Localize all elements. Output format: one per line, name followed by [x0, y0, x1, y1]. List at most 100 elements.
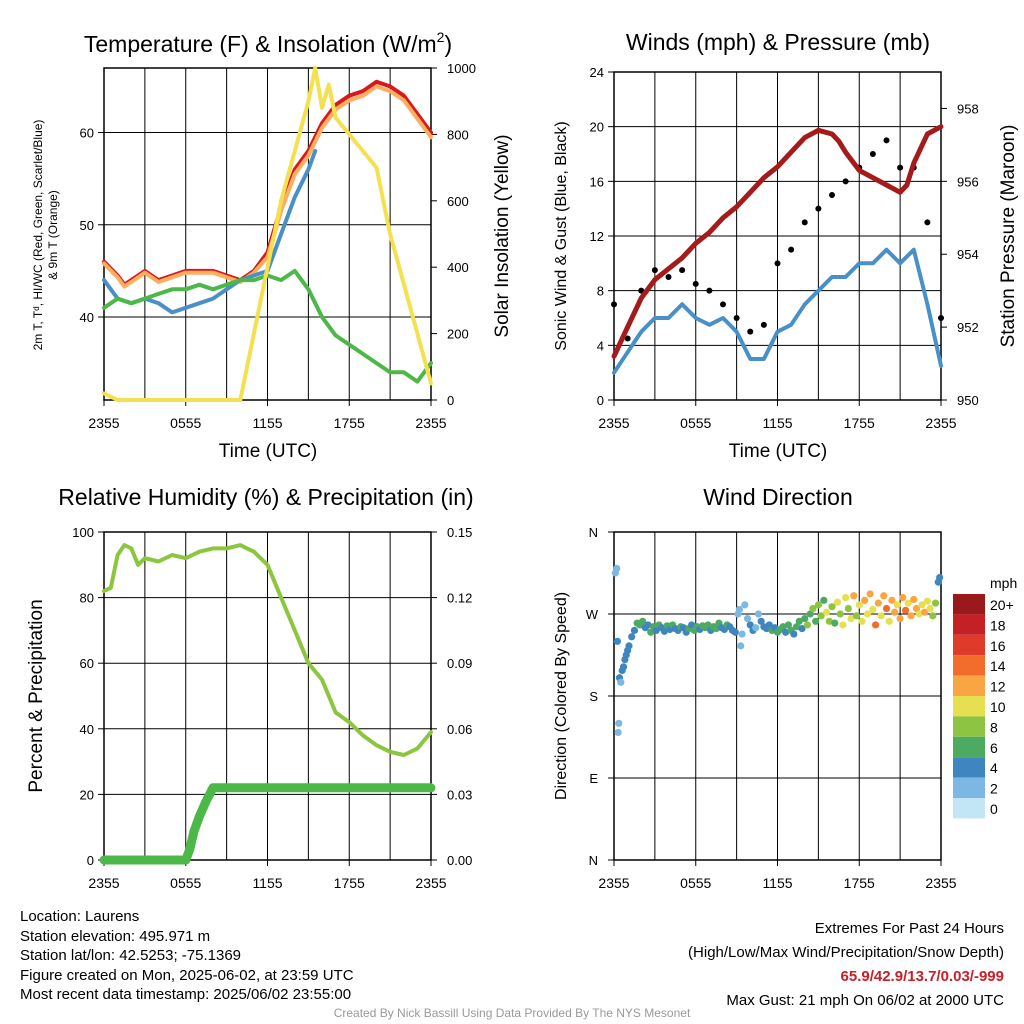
direction-point: [779, 623, 787, 631]
y-right-tick-label: 600: [447, 194, 469, 209]
direction-point: [866, 590, 874, 598]
gust-point: [679, 267, 686, 274]
direction-point: [765, 621, 773, 629]
direction-point: [743, 614, 752, 623]
direction-point: [814, 601, 822, 609]
gust-point: [924, 219, 931, 226]
direction-point: [929, 612, 937, 620]
gust-point: [842, 178, 849, 185]
x-tick-label: 1755: [844, 415, 875, 431]
x-axis-label: Time (UTC): [219, 441, 318, 462]
direction-point: [863, 610, 872, 618]
direction-point: [828, 603, 836, 611]
x-tick-label: 1155: [252, 875, 282, 891]
y-right-tick-label: 0: [447, 393, 454, 408]
gust-point: [651, 267, 658, 274]
colorbar-swatch: [953, 594, 985, 615]
latlon-label: Station lat/lon: 42.5253; -75.1369: [20, 947, 242, 964]
x-tick-label: 0555: [170, 415, 201, 431]
colorbar-label: 12: [990, 679, 1006, 695]
gust-point: [788, 246, 795, 253]
direction-point: [825, 617, 833, 625]
direction-point: [820, 596, 828, 604]
x-tick-label: 0555: [680, 875, 711, 891]
direction-point: [731, 628, 739, 636]
direction-point: [891, 608, 899, 616]
y-right-tick-label: 958: [957, 101, 979, 116]
direction-point: [899, 594, 907, 602]
max-gust-label: Max Gust: 21 mph On 06/02 at 2000 UTC: [726, 992, 1004, 1009]
direction-point: [801, 614, 809, 623]
y-right-tick-label: 800: [447, 127, 469, 142]
x-tick-label: 2355: [415, 415, 446, 431]
direction-point: [901, 606, 910, 614]
y-right-tick-label: 0.09: [447, 656, 472, 671]
y-tick-label: 40: [80, 310, 94, 325]
y-axis-label-left: Direction (Colored By Speed): [553, 592, 570, 800]
direction-point: [619, 663, 628, 671]
direction-point: [792, 623, 801, 631]
direction-point: [613, 637, 622, 645]
colorbar-swatch: [953, 614, 985, 635]
colorbar-label: 18: [990, 617, 1006, 633]
direction-point: [850, 592, 858, 600]
direction-point: [757, 617, 765, 625]
direction-point: [617, 678, 625, 686]
y-tick-label: W: [586, 607, 599, 622]
x-tick-label: 2355: [88, 415, 119, 431]
y-right-tick-label: 1000: [447, 61, 476, 76]
y-right-tick-label: 954: [957, 247, 979, 262]
colorbar-label: 14: [990, 658, 1006, 674]
y-tick-label: N: [589, 525, 598, 540]
x-tick-label: 0555: [170, 875, 201, 891]
direction-point: [852, 612, 861, 620]
direction-point: [639, 617, 647, 625]
y-tick-label: 8: [597, 284, 604, 299]
y-tick-label: 40: [80, 722, 94, 737]
y-tick-label: 12: [590, 229, 604, 244]
direction-point: [882, 604, 891, 613]
direction-point: [806, 610, 814, 618]
created-label: Figure created on Mon, 2025-06-02, at 23…: [20, 966, 354, 984]
x-tick-label: 1755: [844, 875, 875, 891]
direction-point: [921, 608, 929, 616]
direction-point: [910, 595, 918, 604]
y-right-tick-label: 0.15: [447, 525, 472, 540]
x-tick-label: 1155: [762, 875, 792, 891]
direction-point: [926, 604, 934, 613]
elevation-label: Station elevation: 495.971 m: [20, 927, 211, 945]
x-tick-label: 1155: [252, 415, 282, 431]
gust-point: [897, 164, 904, 171]
x-tick-label: 1755: [334, 875, 365, 891]
direction-point: [839, 621, 847, 629]
direction-point: [855, 601, 863, 609]
gust-point: [829, 192, 835, 198]
y-right-tick-label: 956: [957, 174, 979, 189]
x-tick-label: 2355: [925, 875, 956, 891]
gust-point: [938, 315, 944, 321]
y-right-tick-label: 400: [447, 260, 469, 275]
colorbar-swatch: [953, 736, 985, 758]
direction-point: [869, 605, 877, 614]
colorbar-swatch: [953, 655, 985, 676]
y-right-tick-label: 200: [447, 327, 469, 342]
colorbar-swatch: [953, 798, 985, 819]
y-axis-label-left: Percent & Precipitation: [26, 599, 47, 792]
direction-point: [614, 728, 622, 737]
direction-point: [858, 617, 866, 625]
recent-label: Most recent data timestamp: 2025/06/02 2…: [20, 986, 352, 1003]
gust-point: [883, 137, 890, 144]
colorbar-swatch: [953, 696, 985, 717]
direction-point: [625, 642, 633, 650]
direction-point: [874, 599, 882, 607]
direction-point: [877, 612, 885, 620]
y-axis-label-right: Station Pressure (Maroon): [998, 125, 1019, 348]
extremes-subtitle: (High/Low/Max Wind/Precipitation/Snow De…: [688, 944, 1004, 961]
y-tick-label: 20: [590, 120, 604, 135]
series-line-1: [99, 783, 436, 865]
direction-point: [833, 598, 842, 606]
direction-point: [803, 621, 812, 629]
direction-point: [907, 612, 915, 620]
